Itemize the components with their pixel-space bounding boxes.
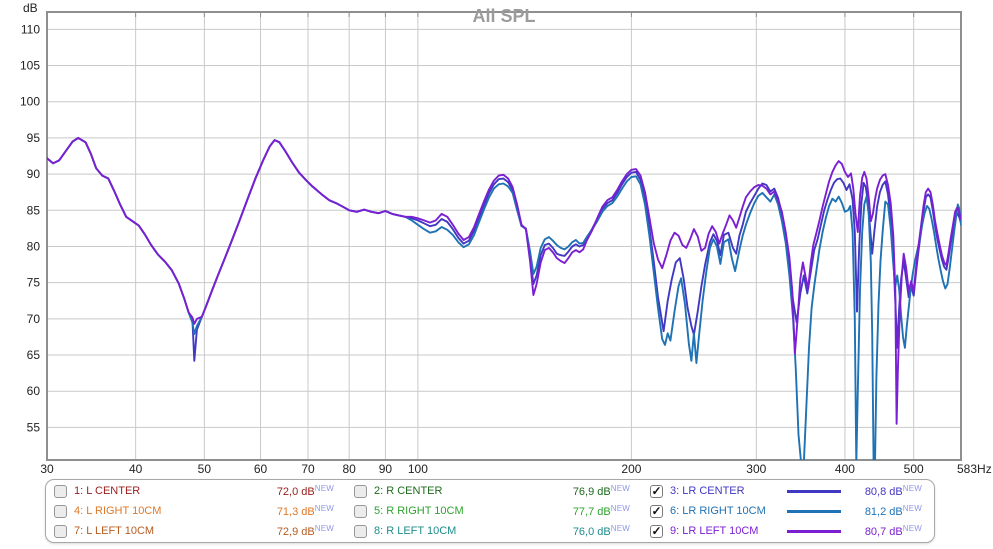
trace-color-swatch <box>787 529 841 533</box>
new-badge: NEW <box>610 484 630 493</box>
legend-column: ✓ 3: LR CENTER 80,8 dBNEW ✓ 6: LR RIGHT 10CM… <box>650 481 924 541</box>
y-tick-label: 110 <box>21 22 40 36</box>
y-tick-label: 75 <box>27 276 41 290</box>
trace-label: 4: L RIGHT 10CM <box>74 505 162 517</box>
legend-panel: 1: L CENTER 72,0 dBNEW 4: L RIGHT 10CM 71,3… <box>45 479 935 543</box>
legend-column: 2: R CENTER 76,9 dBNEW 5: R RIGHT 10CM 77,7… <box>354 481 650 541</box>
x-tick-label: 500 <box>904 462 924 476</box>
trace-checkbox-unchecked[interactable] <box>354 504 367 518</box>
plot-frame <box>46 11 962 461</box>
spl-trace <box>47 136 961 425</box>
x-tick-label: 30 <box>40 462 54 476</box>
x-axis-end-label: 583Hz <box>957 462 992 476</box>
trace-level-value: 71,3 dBNEW <box>276 504 334 518</box>
trace-color-swatch <box>787 509 841 513</box>
spl-trace <box>47 136 961 362</box>
legend-row[interactable]: 5: R RIGHT 10CM 77,7 dBNEW <box>354 501 650 521</box>
legend-row[interactable]: 2: R CENTER 76,9 dBNEW <box>354 481 650 501</box>
trace-level-value: 76,9 dBNEW <box>572 484 630 498</box>
trace-label: 2: R CENTER <box>374 485 443 497</box>
y-tick-label: 95 <box>27 131 41 145</box>
trace-label: 6: LR RIGHT 10CM <box>670 505 766 517</box>
trace-level-value: 76,0 dBNEW <box>572 524 630 538</box>
x-tick-label: 70 <box>301 462 315 476</box>
legend-row[interactable]: 7: L LEFT 10CM 72,9 dBNEW <box>54 521 354 541</box>
y-tick-label: 60 <box>27 384 41 398</box>
trace-label: 1: L CENTER <box>74 485 141 497</box>
trace-label: 8: R LEFT 10CM <box>374 525 457 537</box>
y-tick-label: 55 <box>27 420 41 434</box>
new-badge: NEW <box>902 484 922 493</box>
y-tick-label: 65 <box>27 348 41 362</box>
legend-row[interactable]: 8: R LEFT 10CM 76,0 dBNEW <box>354 521 650 541</box>
trace-checkbox-unchecked[interactable] <box>354 484 367 498</box>
y-tick-label: 85 <box>27 203 41 217</box>
trace-checkbox-checked[interactable]: ✓ <box>650 483 663 498</box>
x-tick-label: 100 <box>408 462 428 476</box>
x-tick-label: 40 <box>129 462 143 476</box>
y-tick-label: 80 <box>27 239 41 253</box>
trace-level-value: 80,7 dBNEW <box>864 524 922 538</box>
x-tick-label: 60 <box>254 462 268 476</box>
y-tick-label: 70 <box>27 312 41 326</box>
new-badge: NEW <box>902 524 922 533</box>
trace-level-value: 77,7 dBNEW <box>572 504 630 518</box>
x-tick-label: 50 <box>198 462 212 476</box>
trace-color-swatch <box>787 489 841 493</box>
trace-checkbox-unchecked[interactable] <box>354 524 367 538</box>
trace-checkbox-unchecked[interactable] <box>54 484 67 498</box>
trace-level-value: 80,8 dBNEW <box>864 484 922 498</box>
new-badge: NEW <box>314 484 334 493</box>
y-tick-label: 100 <box>20 95 40 109</box>
trace-checkbox-checked[interactable]: ✓ <box>650 523 663 538</box>
trace-checkbox-unchecked[interactable] <box>54 524 67 538</box>
new-badge: NEW <box>902 504 922 513</box>
trace-label: 7: L LEFT 10CM <box>74 525 155 537</box>
legend-column: 1: L CENTER 72,0 dBNEW 4: L RIGHT 10CM 71,3… <box>54 481 354 541</box>
trace-checkbox-checked[interactable]: ✓ <box>650 503 663 518</box>
x-tick-label: 300 <box>746 462 766 476</box>
x-tick-label: 400 <box>835 462 855 476</box>
spl-chart[interactable]: 55 60 65 70 75 80 85 90 95 100 105 110 30 40 50 60 70 80 9… <box>0 0 993 478</box>
trace-label: 9: LR LEFT 10CM <box>670 525 759 537</box>
legend-row[interactable]: 4: L RIGHT 10CM 71,3 dBNEW <box>54 501 354 521</box>
trace-level-value: 81,2 dBNEW <box>864 504 922 518</box>
legend-row[interactable]: ✓ 6: LR RIGHT 10CM 81,2 dBNEW <box>650 501 924 521</box>
y-tick-label: 90 <box>27 167 41 181</box>
trace-level-value: 72,9 dBNEW <box>276 524 334 538</box>
new-badge: NEW <box>314 524 334 533</box>
trace-checkbox-unchecked[interactable] <box>54 504 67 518</box>
legend-row[interactable]: ✓ 3: LR CENTER 80,8 dBNEW <box>650 481 924 501</box>
trace-label: 5: R RIGHT 10CM <box>374 505 464 517</box>
trace-label: 3: LR CENTER <box>670 485 745 497</box>
legend-row[interactable]: 1: L CENTER 72,0 dBNEW <box>54 481 354 501</box>
new-badge: NEW <box>314 504 334 513</box>
new-badge: NEW <box>610 524 630 533</box>
legend-row[interactable]: ✓ 9: LR LEFT 10CM 80,7 dBNEW <box>650 521 924 541</box>
x-tick-label: 80 <box>342 462 356 476</box>
x-tick-label: 90 <box>379 462 393 476</box>
y-tick-label: 105 <box>20 59 40 73</box>
new-badge: NEW <box>610 504 630 513</box>
trace-level-value: 72,0 dBNEW <box>276 484 334 498</box>
x-tick-label: 200 <box>621 462 641 476</box>
